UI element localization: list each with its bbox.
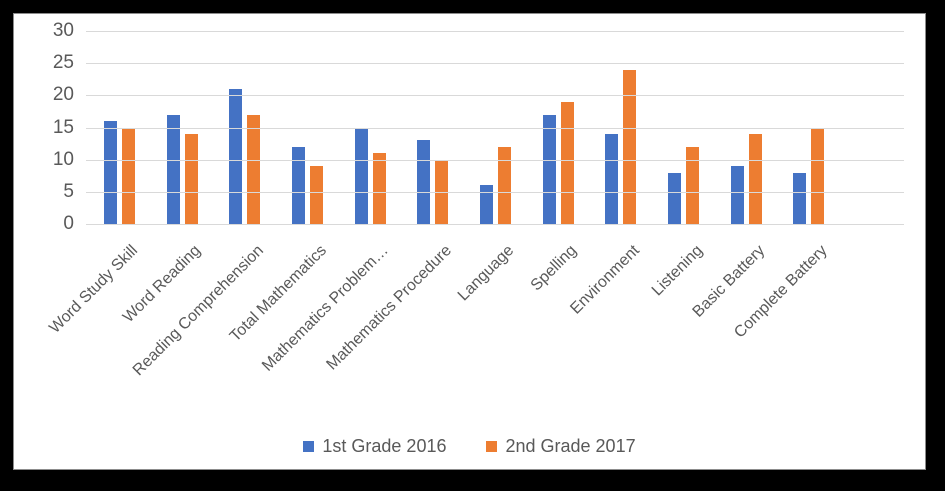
- x-axis-label-5: Mathematics Problem…: [259, 242, 393, 375]
- x-axis-label-7: Language: [455, 242, 518, 305]
- bar-group-11: [715, 31, 778, 224]
- bar-series1-6: [417, 140, 431, 224]
- bar-group-7: [464, 31, 527, 224]
- y-tick-label-30: 30: [52, 20, 74, 41]
- bar-group-1: [88, 31, 151, 224]
- chart-panel: 30 25 20 15 10 5 0 Word Study Skill Word Readin…: [13, 13, 926, 470]
- x-axis-label-10: Listening: [648, 242, 706, 300]
- bar-series1-10: [668, 172, 682, 224]
- bar-series1-11: [730, 166, 744, 224]
- bar-series2-8: [560, 101, 574, 224]
- bar-series1-8: [542, 114, 556, 224]
- legend-item-1: 1st Grade 2016: [303, 436, 446, 456]
- bar-groups: [88, 31, 840, 224]
- bar-group-2: [151, 31, 214, 224]
- bar-group-12: [778, 31, 841, 224]
- bar-series1-1: [103, 121, 117, 224]
- bar-group-5: [339, 31, 402, 224]
- bar-series1-5: [354, 127, 368, 224]
- bar-series2-10: [686, 146, 700, 224]
- y-tick-label-5: 5: [63, 180, 74, 202]
- y-tick-label-0: 0: [63, 213, 74, 234]
- y-tick-label-15: 15: [52, 116, 74, 138]
- bar-series2-9: [623, 69, 637, 224]
- bar-group-10: [652, 31, 715, 224]
- legend-swatch-icon: [303, 440, 315, 452]
- bar-series2-11: [748, 133, 762, 224]
- x-axis-label-8: Spelling: [527, 242, 581, 295]
- y-tick-label-20: 20: [52, 84, 74, 106]
- bar-group-3: [213, 31, 276, 224]
- legend: 1st Grade 2016 2nd Grade 2017: [14, 436, 925, 456]
- bar-series1-4: [291, 146, 305, 224]
- gridline-15: [86, 127, 904, 129]
- x-axis-label-1: Word Study Skill: [46, 242, 142, 337]
- bar-series2-1: [121, 127, 135, 224]
- bar-group-4: [276, 31, 339, 224]
- bar-series2-5: [372, 153, 386, 224]
- legend-label-1: 1st Grade 2016: [322, 436, 447, 456]
- bar-series1-3: [229, 88, 243, 224]
- bar-series1-2: [166, 114, 180, 224]
- bar-group-6: [401, 31, 464, 224]
- bar-series1-9: [605, 133, 619, 224]
- x-axis-label-3: Reading Comprehension: [129, 242, 267, 380]
- gridline-20: [86, 95, 904, 97]
- bar-series2-7: [497, 146, 511, 224]
- gridline-25: [86, 63, 904, 65]
- gridline-5: [86, 191, 904, 193]
- gridline-0: [86, 224, 904, 225]
- bar-series2-2: [184, 133, 198, 224]
- bar-group-9: [590, 31, 653, 224]
- legend-swatch-icon: [486, 440, 498, 452]
- bar-series2-3: [247, 114, 261, 224]
- bar-group-8: [527, 31, 590, 224]
- bar-series1-7: [479, 185, 493, 224]
- y-tick-label-25: 25: [52, 52, 74, 74]
- gridline-30: [86, 31, 904, 32]
- bar-series1-12: [793, 172, 807, 224]
- bar-series2-4: [309, 166, 323, 224]
- y-tick-label-10: 10: [52, 148, 74, 170]
- bar-series2-12: [811, 127, 825, 224]
- legend-item-2: 2nd Grade 2017: [486, 436, 636, 456]
- plot-area: [86, 31, 904, 225]
- gridline-10: [86, 159, 904, 161]
- x-axis-label-6: Mathematics Procedure: [323, 242, 455, 374]
- legend-label-2: 2nd Grade 2017: [505, 436, 636, 456]
